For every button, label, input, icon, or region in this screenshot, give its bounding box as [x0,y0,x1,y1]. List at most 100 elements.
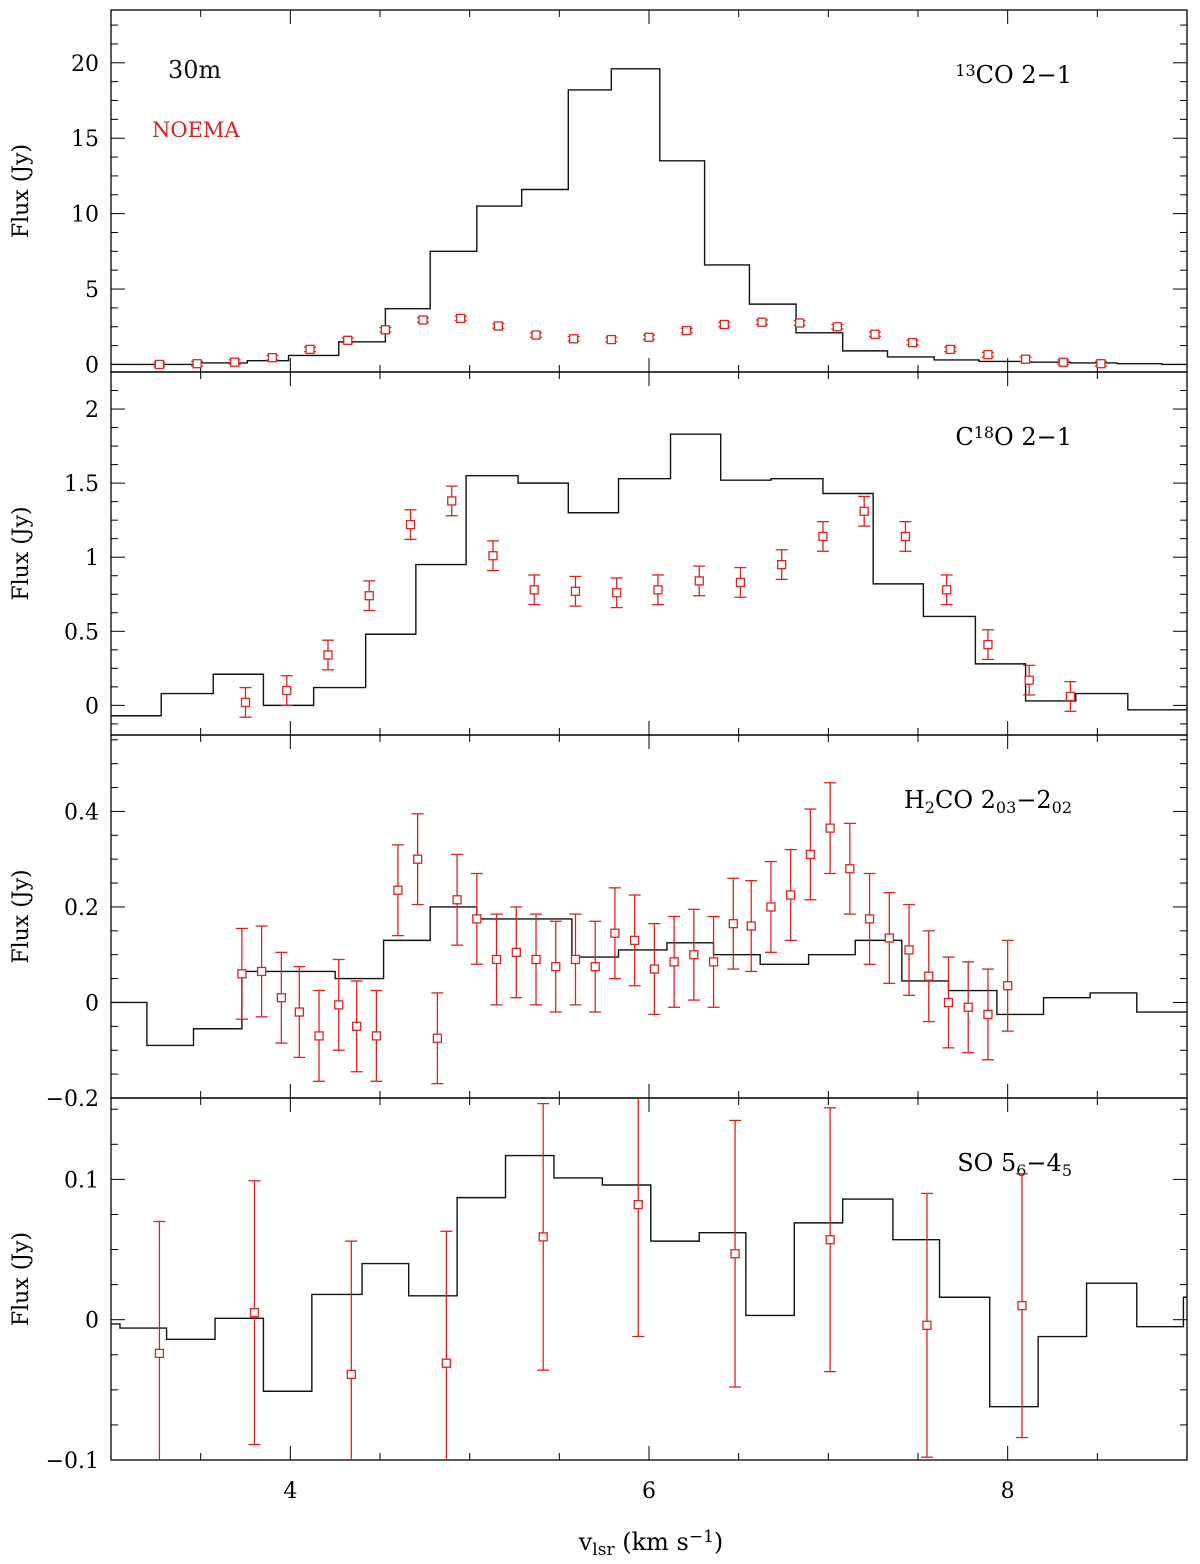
noema-point [805,849,816,860]
noema-point [900,531,911,542]
x-axis-label-part: ) [714,1528,723,1556]
panel-2: 0 0.5 1 1.5 2 Flux (Jy) C18O 2−1 [9,371,1188,736]
y-tick-label: 1 [85,546,99,571]
noema-point [413,854,423,864]
noema-point [606,334,616,345]
noema-point [777,559,787,570]
noema-point [907,337,918,348]
noema-point [531,330,541,340]
noema-point [610,928,620,938]
noema-point [237,969,247,979]
x-tick-label: 8 [1001,1479,1015,1504]
noema-point [346,1369,356,1380]
panel-title-part: O 2−1 [994,423,1072,451]
panel-title-part: 2 [925,798,935,817]
noema-point [1017,1301,1027,1311]
panel-title: SO 56−45 [957,1149,1072,1180]
noema-point [240,697,251,708]
noema-point [569,334,579,344]
y-tick-label: 0 [85,991,99,1016]
noema-point [845,864,855,874]
panel-title-part: 13 [955,61,975,80]
noema-point [719,319,729,330]
legend-noema: NOEMA [152,118,240,142]
noema-point [432,1033,443,1043]
x-axis-label-part: (km s [615,1528,689,1556]
noema-point [766,902,776,912]
x-axis-label-part: −1 [689,1527,714,1547]
noema-point [682,325,692,336]
noema-point [870,329,880,339]
y-axis-label: Flux (Jy) [9,869,34,963]
y-tick-label: 1.5 [64,472,99,497]
noema-point [282,685,292,696]
noema-point [405,519,416,530]
series-noema [153,313,1107,370]
series-30m-step-line [111,433,1187,717]
y-tick-label: 0.4 [64,800,99,825]
noema-point [746,921,756,931]
plot-area [111,433,1187,718]
y-tick-label: 5 [85,278,99,303]
noema-point [441,1358,452,1368]
noema-point [864,914,875,924]
noema-point [1020,354,1031,364]
noema-point [491,954,502,965]
panel-title-part: SO 5 [957,1149,1016,1177]
noema-point [818,531,828,542]
noema-point [364,591,374,601]
y-tick-label: 0 [85,694,99,719]
series-noema [239,485,1077,718]
x-tick-label: 6 [642,1479,656,1504]
panel-title-part: 02 [1052,798,1072,817]
noema-point [794,318,805,328]
noema-point [511,947,521,957]
noema-point [942,585,952,595]
noema-point [305,344,315,355]
series-noema [153,1098,1029,1460]
noema-point [1003,981,1013,991]
noema-point [630,935,640,946]
noema-point [249,1308,260,1318]
noema-point [735,577,746,588]
y-axis-label: Flux (Jy) [9,506,34,600]
noema-point [570,586,581,596]
y-tick-label: 0.2 [64,896,99,921]
noema-point [757,317,767,327]
noema-point [538,1232,548,1242]
noema-point [154,359,165,370]
noema-point [786,890,796,900]
y-tick-label: −0.1 [46,1449,99,1474]
noema-point [294,1007,304,1017]
y-tick-label: −0.2 [46,1087,99,1112]
plot-area [111,1098,1187,1460]
noema-point [1065,691,1076,702]
y-tick-label: 0.1 [64,1168,99,1193]
noema-point [472,914,482,924]
y-tick-label: 0 [85,1309,99,1334]
noema-point [371,1031,382,1041]
noema-point [924,971,934,981]
legend-30m: 30m [168,56,222,84]
series-noema [235,782,1014,1085]
noema-point [323,650,333,660]
noema-point [922,1320,932,1330]
y-tick-label: 15 [71,127,99,152]
y-tick-label: 0.5 [64,620,99,645]
noema-point [551,962,561,972]
noema-point [644,332,654,342]
panel-title: C18O 2−1 [955,423,1072,451]
x-axis-label-part: v [578,1528,593,1556]
x-tick-label: 4 [283,1479,297,1504]
noema-point [352,1021,362,1032]
panel-title-part: C [955,423,973,451]
panel-title: H2CO 203−202 [904,786,1072,817]
noema-point [276,993,287,1003]
plot-area [111,782,1187,1085]
y-axis-label: Flux (Jy) [9,144,34,238]
y-tick-label: 20 [71,52,99,77]
noema-point [393,885,403,895]
noema-point [493,321,504,331]
noema-point [452,895,462,905]
